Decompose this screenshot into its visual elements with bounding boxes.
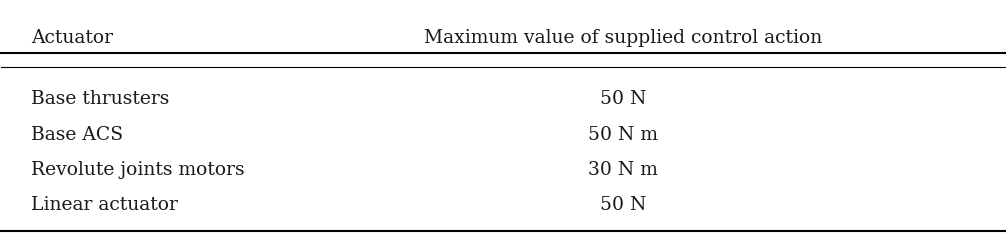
Text: Base ACS: Base ACS (31, 126, 124, 144)
Text: Linear actuator: Linear actuator (31, 196, 178, 214)
Text: 50 N: 50 N (601, 196, 647, 214)
Text: Base thrusters: Base thrusters (31, 90, 170, 108)
Text: 30 N m: 30 N m (589, 161, 658, 179)
Text: Actuator: Actuator (31, 29, 114, 47)
Text: Maximum value of supplied control action: Maximum value of supplied control action (425, 29, 823, 47)
Text: 50 N: 50 N (601, 90, 647, 108)
Text: 50 N m: 50 N m (589, 126, 658, 144)
Text: Revolute joints motors: Revolute joints motors (31, 161, 245, 179)
